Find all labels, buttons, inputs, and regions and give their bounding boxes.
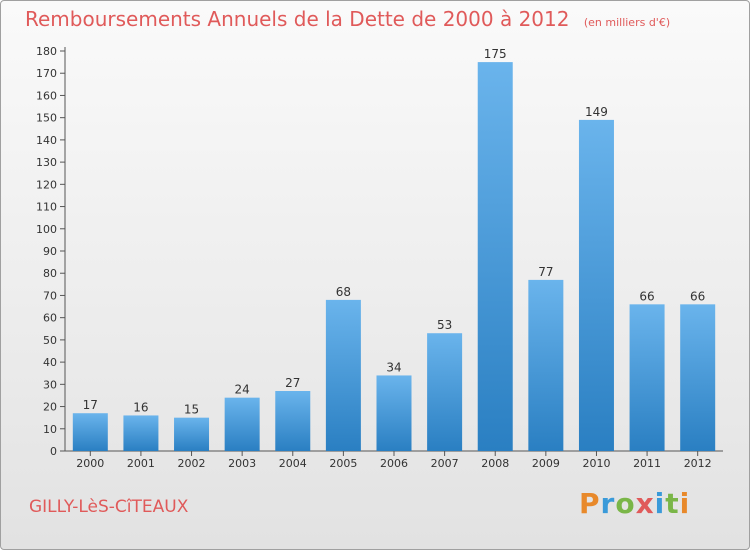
- x-tick-label: 2010: [582, 457, 610, 470]
- data-label: 77: [538, 265, 553, 279]
- y-tick-label: 80: [43, 267, 57, 280]
- bar: [275, 391, 311, 451]
- x-tick-label: 2008: [481, 457, 509, 470]
- x-tick-label: 2000: [76, 457, 104, 470]
- bar: [477, 62, 513, 451]
- bar: [629, 304, 665, 451]
- y-tick-label: 130: [36, 156, 57, 169]
- bar: [325, 299, 361, 451]
- x-tick-label: 2006: [380, 457, 408, 470]
- bar: [578, 119, 614, 451]
- bar: [72, 413, 108, 451]
- bar: [174, 417, 210, 451]
- bar: [123, 415, 159, 451]
- data-label: 66: [639, 289, 654, 303]
- data-label: 68: [336, 285, 351, 299]
- y-tick-label: 50: [43, 334, 57, 347]
- x-tick-label: 2011: [633, 457, 661, 470]
- data-label: 15: [184, 403, 199, 417]
- y-tick-label: 60: [43, 312, 57, 325]
- data-label: 34: [386, 360, 401, 374]
- data-label: 175: [484, 47, 507, 61]
- data-label: 53: [437, 318, 452, 332]
- x-tick-label: 2003: [228, 457, 256, 470]
- bar: [528, 279, 564, 451]
- x-tick-label: 2002: [178, 457, 206, 470]
- data-label: 16: [133, 400, 148, 414]
- y-tick-label: 90: [43, 245, 57, 258]
- y-tick-label: 0: [50, 445, 57, 458]
- x-tick-label: 2012: [684, 457, 712, 470]
- y-tick-label: 10: [43, 423, 57, 436]
- y-tick-label: 160: [36, 89, 57, 102]
- town-name: GILLY-LèS-CîTEAUX: [29, 497, 189, 517]
- title-unit: (en milliers d'€): [583, 16, 671, 29]
- y-tick-label: 120: [36, 178, 57, 191]
- y-tick-label: 100: [36, 223, 57, 236]
- bar: [376, 375, 412, 451]
- data-label: 24: [235, 383, 250, 397]
- y-tick-label: 40: [43, 356, 57, 369]
- y-tick-label: 170: [36, 67, 57, 80]
- proxiti-logo[interactable]: Proxiti: [579, 487, 691, 520]
- chart-title: Remboursements Annuels de la Dette de 20…: [25, 7, 670, 31]
- x-tick-label: 2007: [431, 457, 459, 470]
- x-tick-label: 2001: [127, 457, 155, 470]
- y-tick-label: 140: [36, 134, 57, 147]
- bar: [680, 304, 716, 451]
- data-label: 17: [83, 398, 98, 412]
- title-text: Remboursements Annuels de la Dette de 20…: [25, 7, 570, 31]
- y-tick-label: 20: [43, 401, 57, 414]
- data-label: 66: [690, 289, 705, 303]
- data-label: 27: [285, 376, 300, 390]
- x-tick-label: 2004: [279, 457, 307, 470]
- bar: [427, 333, 463, 451]
- x-tick-label: 2009: [532, 457, 560, 470]
- x-tick-label: 2005: [329, 457, 357, 470]
- y-tick-label: 30: [43, 378, 57, 391]
- y-tick-label: 180: [36, 45, 57, 58]
- data-label: 149: [585, 105, 608, 119]
- y-tick-label: 110: [36, 201, 57, 214]
- y-tick-label: 150: [36, 112, 57, 125]
- y-tick-label: 70: [43, 289, 57, 302]
- bar: [224, 397, 260, 451]
